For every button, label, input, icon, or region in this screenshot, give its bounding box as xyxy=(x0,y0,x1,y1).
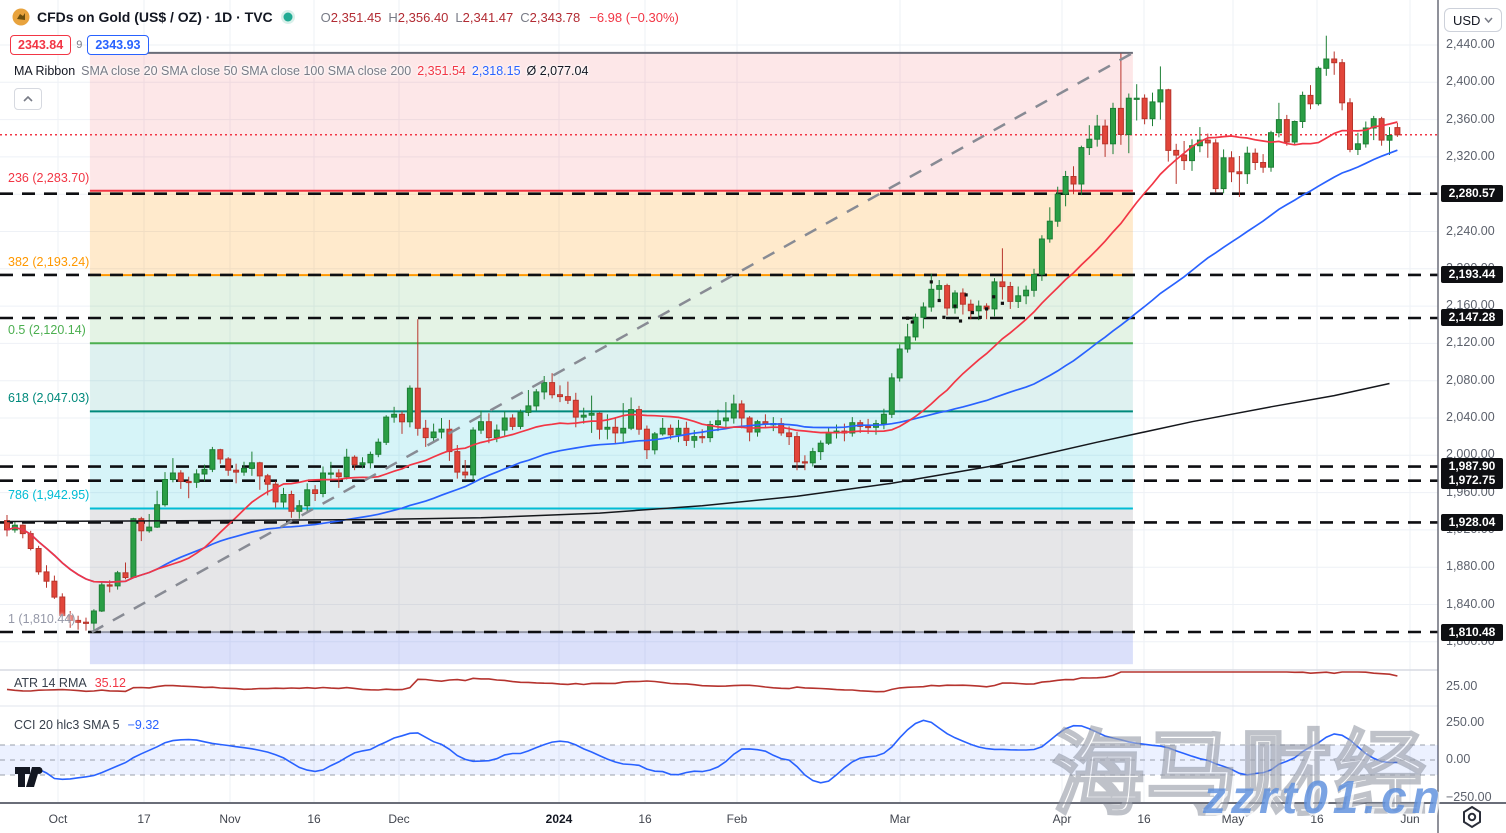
sma-avg-value: Ø 2,077.04 xyxy=(526,64,589,78)
market-status-dot-icon xyxy=(280,10,295,24)
fib-level-label: 236 (2,283.70) xyxy=(8,170,90,185)
time-axis-label: 17 xyxy=(137,812,151,826)
time-axis-label: Feb xyxy=(726,812,748,826)
ohlc-values: O2,351.45 H2,356.40 L2,341.47 C2,343.78 … xyxy=(320,9,679,25)
price-line-badge: 1,810.48 xyxy=(1441,623,1503,641)
tradingview-logo-icon xyxy=(15,767,43,787)
chevron-down-icon xyxy=(1484,17,1493,23)
symbol-legend[interactable]: CFDs on Gold (US$ / OZ) · 1D · TVC O2,35… xyxy=(12,7,679,27)
cci-axis-label: −250.00 xyxy=(1446,789,1492,804)
axis-settings-button[interactable] xyxy=(1459,805,1485,833)
price-box-red[interactable]: 2343.84 xyxy=(10,35,72,55)
price-axis-label: 2,320.00 xyxy=(1446,148,1495,163)
sma-50-line xyxy=(6,149,1398,584)
price-box-blue[interactable]: 2343.93 xyxy=(87,35,149,55)
price-line-badge: 2,147.28 xyxy=(1441,309,1503,327)
price-axis-label: 2,400.00 xyxy=(1446,74,1495,89)
ma-ribbon-legend[interactable]: MA Ribbon SMA close 20 SMA close 50 SMA … xyxy=(14,64,588,78)
price-line-badge: 1,972.75 xyxy=(1441,472,1503,490)
price-axis-label: 2,240.00 xyxy=(1446,223,1495,238)
price-axis-label: 2,040.00 xyxy=(1446,410,1495,424)
time-axis-label: 16 xyxy=(307,812,321,826)
fib-level-label: 1 (1,810.44) xyxy=(8,612,76,627)
price-line-badge: 2,193.44 xyxy=(1441,266,1503,284)
time-axis-label: Nov xyxy=(219,812,241,826)
time-axis-label: May xyxy=(1221,812,1245,826)
price-axis-label: 2,000.00 xyxy=(1446,447,1495,462)
sma50-value: 2,318.15 xyxy=(471,64,521,78)
gold-coin-icon xyxy=(12,8,30,26)
currency-label: USD xyxy=(1453,12,1481,28)
chevron-up-icon xyxy=(23,96,33,102)
cci-value: −9.32 xyxy=(127,718,160,732)
time-axis-label: 16 xyxy=(638,812,652,826)
fib-level-label: 618 (2,047.03) xyxy=(8,391,90,406)
fib-level-label: 786 (1,942.95) xyxy=(8,488,90,503)
marker-dots xyxy=(906,280,1004,324)
price-axis-label: 2,080.00 xyxy=(1446,372,1495,387)
ma-ribbon-params: SMA close 20 SMA close 50 SMA close 100 … xyxy=(81,64,412,78)
price-axis-label: 2,120.00 xyxy=(1446,335,1495,350)
atr-axis-label: 25.00 xyxy=(1446,679,1478,693)
time-axis-label: Apr xyxy=(1052,812,1072,826)
price-alert-boxes: 2343.84 9 2343.93 xyxy=(10,35,149,55)
fib-retracement[interactable] xyxy=(89,51,1133,665)
tradingview-logo[interactable] xyxy=(14,766,48,793)
price-line-badge: 1,928.04 xyxy=(1441,513,1503,531)
time-axis-label: Dec xyxy=(388,812,410,826)
price-axis-label: 2,360.00 xyxy=(1446,111,1495,126)
atr-label: ATR 14 RMA xyxy=(14,676,87,690)
trend-line[interactable] xyxy=(91,51,1134,634)
atr-value: 35.12 xyxy=(94,676,126,690)
change-value: −6.98 (−0.30%) xyxy=(589,9,679,25)
cci-band xyxy=(0,745,1438,775)
fib-level-label: 0.5 (2,120.14) xyxy=(8,323,86,338)
horizontal-support-lines[interactable] xyxy=(0,192,1438,634)
time-axis-label: 16 xyxy=(1310,812,1324,826)
price-line-badge: 1,987.90 xyxy=(1441,458,1503,476)
sma-20-line xyxy=(6,121,1398,584)
symbol-title: CFDs on Gold (US$ / OZ) · 1D · TVC xyxy=(37,9,273,25)
fib-level-label: 382 (2,193.24) xyxy=(8,255,90,270)
cci-axis-label: 250.00 xyxy=(1446,714,1485,729)
sma20-value: 2,351.54 xyxy=(417,64,466,78)
atr-legend[interactable]: ATR 14 RMA 35.12 xyxy=(14,676,126,690)
price-axis-label: 2,440.00 xyxy=(1446,37,1495,51)
price-axis-label: 1,880.00 xyxy=(1446,559,1495,574)
price-axis-label: 1,840.00 xyxy=(1446,596,1495,611)
bar-countdown: 9 xyxy=(76,39,83,51)
atr-line xyxy=(6,671,1398,693)
time-axis[interactable]: Oct 17 Nov 16 Dec 2024 16 Feb Mar Apr 16 May 16 Jun xyxy=(0,803,1506,833)
grid-lines xyxy=(0,0,1438,803)
time-axis-label: Jun xyxy=(1400,812,1420,826)
currency-selector[interactable]: USD xyxy=(1444,8,1502,32)
price-line-badge: 2,280.57 xyxy=(1441,185,1503,203)
gear-icon xyxy=(1463,805,1481,829)
time-axis-label: Oct xyxy=(48,812,68,826)
cci-axis-label: 0.00 xyxy=(1446,752,1471,766)
cci-legend[interactable]: CCI 20 hlc3 SMA 5 −9.32 xyxy=(14,718,159,732)
collapse-legend-button[interactable] xyxy=(14,88,42,110)
ma-ribbon-title: MA Ribbon xyxy=(14,64,76,78)
price-axis-label: 2,160.00 xyxy=(1446,298,1495,313)
time-axis-label: Mar xyxy=(889,812,911,826)
time-axis-label: 16 xyxy=(1137,812,1151,826)
time-axis-label: 2024 xyxy=(545,812,573,826)
sma-200-line xyxy=(6,382,1390,523)
cci-line xyxy=(38,719,1398,784)
cci-label: CCI 20 hlc3 SMA 5 xyxy=(14,718,120,732)
